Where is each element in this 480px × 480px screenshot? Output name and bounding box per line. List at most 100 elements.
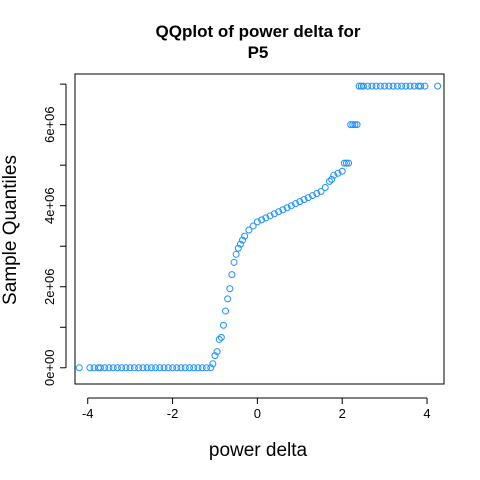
data-point [270,210,278,218]
data-point [152,364,160,372]
data-point [147,364,155,372]
data-point [190,364,198,372]
data-point [75,364,83,372]
data-point [349,121,357,129]
data-point [434,82,442,90]
data-point [215,335,223,343]
chart-title-line-1: QQplot of power delta for [156,22,361,41]
data-point [340,159,348,167]
data-point [309,192,317,200]
x-tick-label: 2 [339,406,346,421]
data-point [317,188,325,196]
data-point [160,364,168,372]
data-point [245,226,253,234]
data-point [275,208,283,216]
data-point [364,82,372,90]
data-point [234,244,242,252]
y-tick-label: 4e+06 [42,187,57,224]
y-axis-label: Sample Quantiles [0,155,21,305]
data-point [325,177,333,185]
data-point [169,364,177,372]
data-point [219,321,227,329]
plot-frame [74,73,445,385]
data-point [342,159,350,167]
data-point [287,202,295,210]
data-point [398,82,406,90]
data-point [209,360,217,368]
data-point [122,364,130,372]
data-point [86,364,94,372]
data-point [381,82,389,90]
data-point [181,364,189,372]
x-tick-label: 4 [423,406,430,421]
x-tick-label: 0 [254,406,261,421]
y-tick-label: 2e+06 [42,268,57,305]
data-point [101,364,109,372]
data-point [186,364,194,372]
data-point [351,121,359,129]
data-point [143,364,151,372]
data-point [417,82,425,90]
data-point [393,82,401,90]
data-point [372,82,380,90]
data-point [345,159,353,167]
data-point [262,214,270,222]
data-point [211,352,219,360]
data-point [126,364,134,372]
data-point [249,222,257,230]
data-point [109,364,117,372]
data-point [328,175,336,183]
data-point [258,216,266,224]
x-tick-label: -2 [167,406,179,421]
x-tick-label: -4 [82,406,94,421]
data-point [402,82,410,90]
data-point [105,364,113,372]
data-point [118,364,126,372]
data-point [113,364,121,372]
data-point [177,364,185,372]
data-point [376,82,384,90]
data-point [194,364,202,372]
chart-title-line-2: P5 [248,43,269,62]
data-point [338,167,346,175]
data-point [232,250,240,258]
data-point [283,204,291,212]
data-point [266,212,274,220]
data-point [279,206,287,214]
data-point [96,364,104,372]
data-point [304,194,312,202]
data-point [164,364,172,372]
data-point [355,82,363,90]
data-point [385,82,393,90]
data-point [359,82,367,90]
data-point [222,307,230,315]
data-point [139,364,147,372]
data-point [334,169,342,177]
data-point [207,364,215,372]
y-tick-label: 6e+06 [42,106,57,143]
data-point [202,364,210,372]
y-tick-label: 0e+00 [42,350,57,387]
data-point [236,240,244,248]
data-point [239,236,247,244]
y-axis: 0e+00 2e+06 4e+06 6e+06 [42,83,67,387]
data-point [368,82,376,90]
x-axis: -4 -2 0 2 4 [82,397,431,421]
data-point [213,348,221,356]
data-point [300,196,308,204]
data-point [217,333,225,341]
data-point [421,82,429,90]
data-point [135,364,143,372]
data-points [75,82,442,372]
data-point [198,364,206,372]
data-point [389,82,397,90]
data-point [230,258,238,266]
data-point [406,82,414,90]
data-point [313,190,321,198]
data-point [253,218,261,226]
data-point [296,198,304,206]
data-point [330,171,338,179]
data-point [226,285,234,293]
data-point [228,271,236,279]
